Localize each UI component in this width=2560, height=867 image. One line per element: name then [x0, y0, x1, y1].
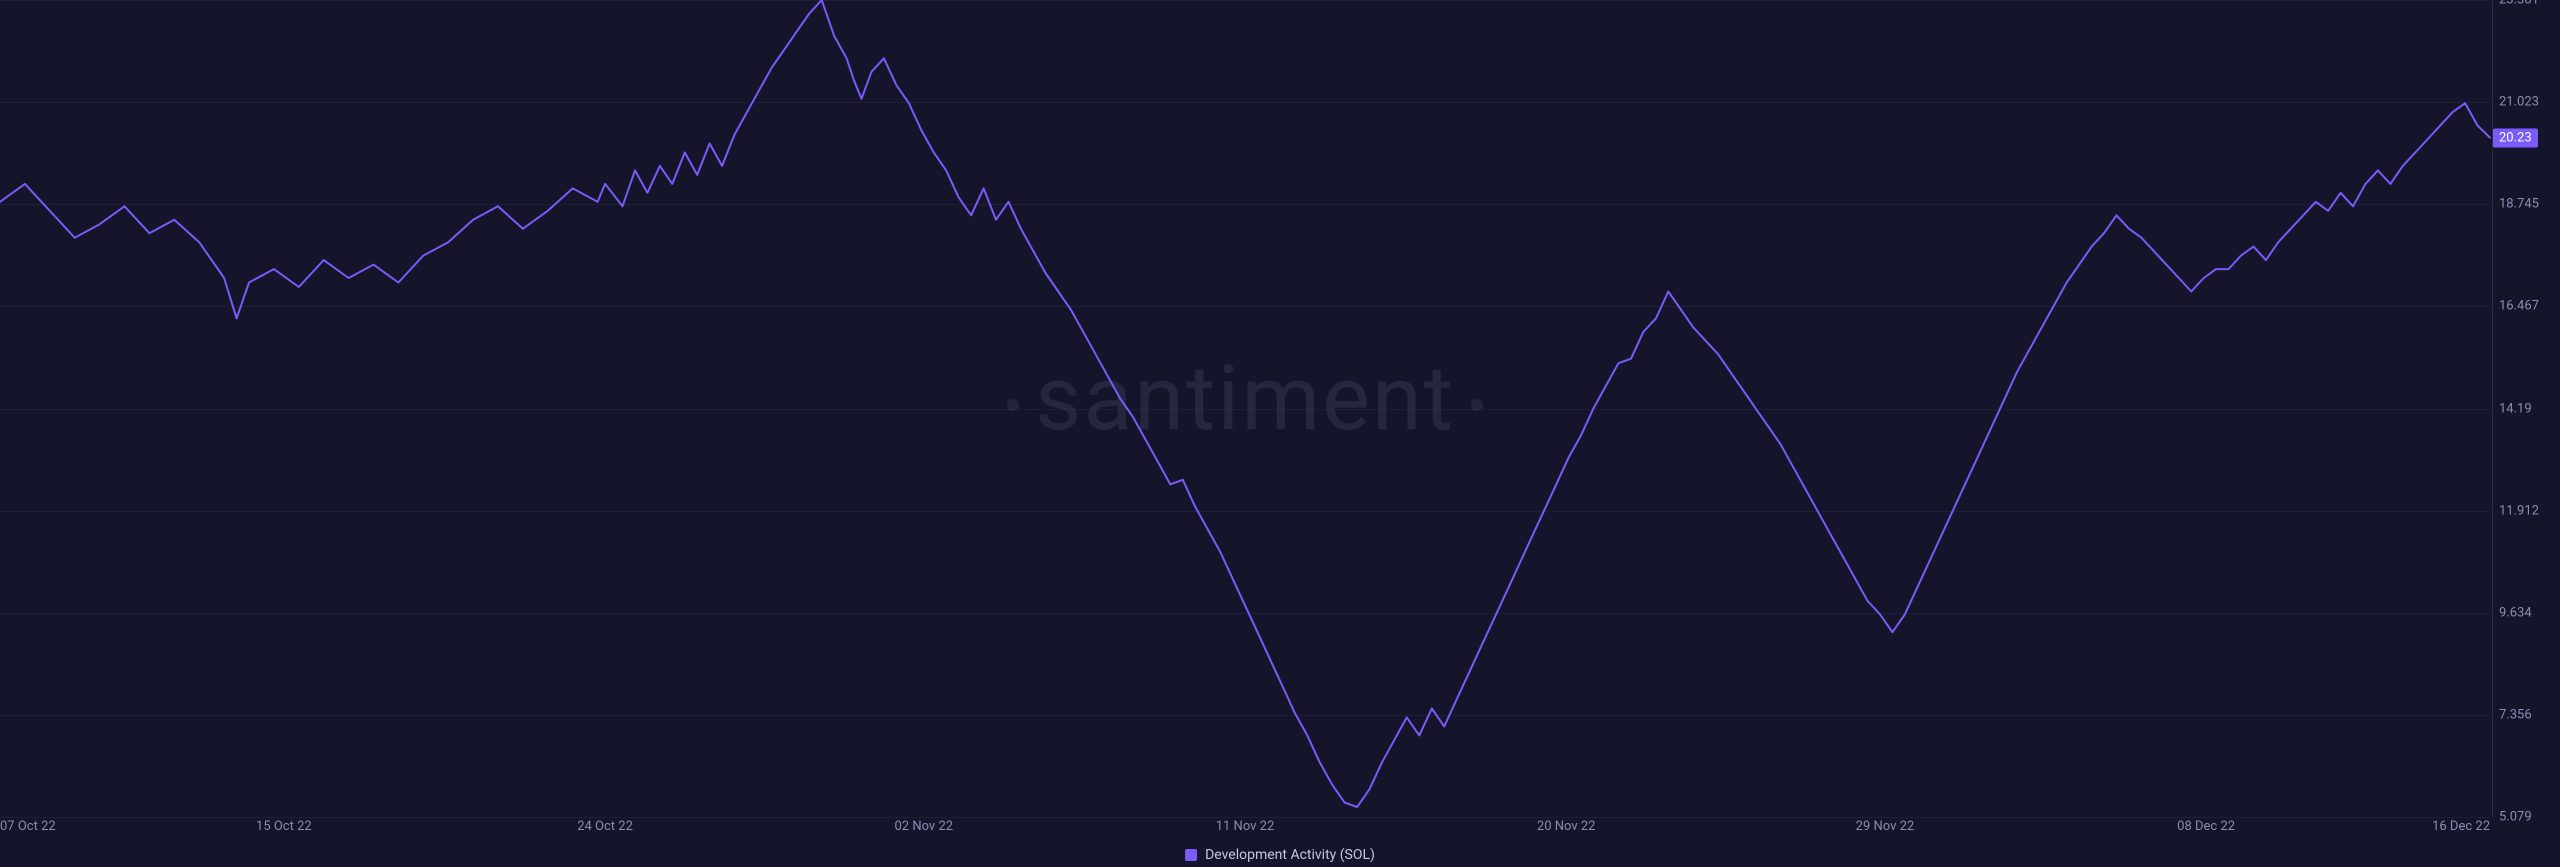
y-tick-label: 16.467	[2499, 299, 2539, 314]
y-current-value: 20.23	[2493, 128, 2538, 147]
y-tick-label: 21.023	[2499, 95, 2539, 110]
x-tick-label: 07 Oct 22	[0, 819, 56, 834]
x-tick-label: 16 Dec 22	[2432, 819, 2490, 834]
line-series	[0, 0, 2490, 817]
y-tick-label: 9.634	[2499, 605, 2532, 620]
dev-activity-line	[0, 0, 2490, 807]
x-tick-label: 02 Nov 22	[894, 819, 953, 834]
y-tick-label: 23.301	[2499, 0, 2539, 8]
x-tick-label: 20 Nov 22	[1537, 819, 1596, 834]
legend[interactable]: Development Activity (SOL)	[1185, 847, 1375, 863]
grid-line	[0, 817, 2490, 818]
y-tick-label: 18.745	[2499, 197, 2539, 212]
x-axis: 07 Oct 22 15 Oct 22 24 Oct 22 02 Nov 22 11 N…	[0, 819, 2490, 839]
y-tick-label: 7.356	[2499, 707, 2532, 722]
y-tick-label: 5.079	[2499, 810, 2532, 825]
x-tick-label: 24 Oct 22	[577, 819, 633, 834]
legend-swatch	[1185, 849, 1197, 861]
plot-area[interactable]: santiment	[0, 0, 2490, 817]
y-tick-label: 14.19	[2499, 401, 2532, 416]
y-tick-label: 11.912	[2499, 503, 2539, 518]
y-axis: 23.301 21.023 18.745 16.467 14.19 11.912 9.634…	[2492, 0, 2560, 817]
x-tick-label: 29 Nov 22	[1856, 819, 1915, 834]
x-tick-label: 15 Oct 22	[256, 819, 312, 834]
chart-container: santiment 23.301 21.023 18.745 16.467 14.19 1…	[0, 0, 2560, 867]
x-tick-label: 08 Dec 22	[2177, 819, 2235, 834]
legend-label: Development Activity (SOL)	[1205, 847, 1375, 863]
x-tick-label: 11 Nov 22	[1216, 819, 1275, 834]
